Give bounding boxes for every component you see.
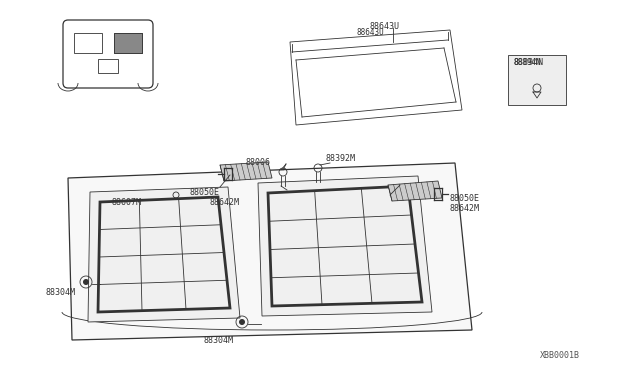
Bar [508,55,566,105]
Circle shape [239,319,245,325]
Text: 88050E: 88050E [190,188,220,197]
Bar [74,33,102,53]
Text: 88392M: 88392M [326,154,356,163]
Bar [114,33,142,53]
Bar [114,33,142,53]
Text: 88642M: 88642M [450,204,480,213]
Text: 88643U: 88643U [369,22,399,31]
Text: 88607M: 88607M [112,198,142,207]
Text: XBB0001B: XBB0001B [540,351,580,360]
Bar [98,59,118,73]
Text: 88050E: 88050E [450,194,480,203]
Text: 88894N: 88894N [514,58,544,67]
Polygon shape [88,187,240,322]
Polygon shape [220,162,272,181]
Polygon shape [388,181,442,201]
Text: 88642M: 88642M [210,198,240,207]
Circle shape [83,279,89,285]
Polygon shape [258,176,432,316]
Text: 88006: 88006 [246,158,271,167]
Text: 88643U: 88643U [356,28,384,37]
Text: 88894N: 88894N [514,58,541,67]
Polygon shape [68,163,472,340]
Text: 88304M: 88304M [203,336,233,345]
Text: 88304M: 88304M [45,288,75,297]
